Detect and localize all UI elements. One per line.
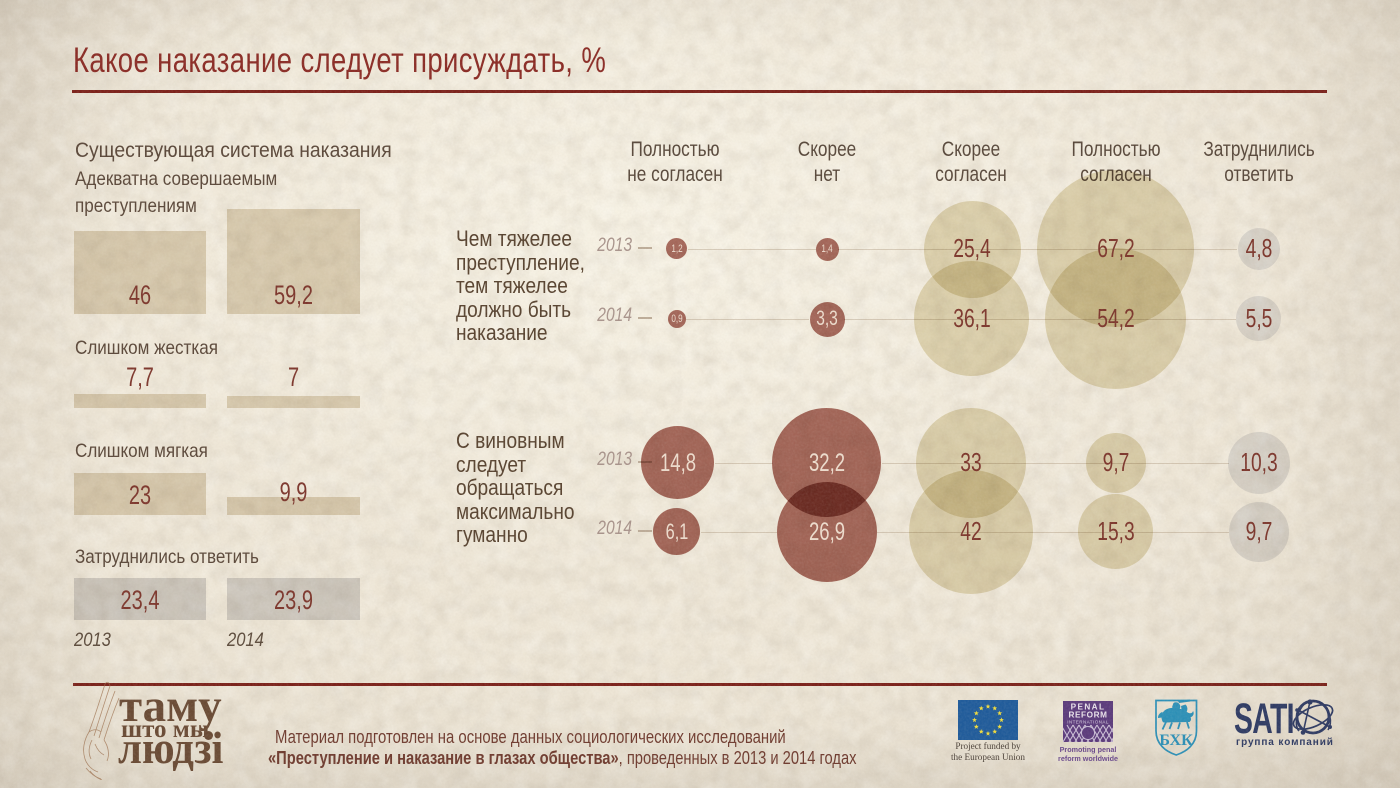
svg-text:reform worldwide: reform worldwide <box>1058 754 1118 763</box>
svg-text:Project funded by: Project funded by <box>955 741 1021 751</box>
svg-text:REFORM: REFORM <box>1068 711 1107 720</box>
svg-text:the European Union: the European Union <box>951 752 1025 762</box>
svg-text:группа компаний: группа компаний <box>1236 737 1334 748</box>
svg-text:Promoting penal: Promoting penal <box>1060 745 1117 754</box>
svg-text:БХК: БХК <box>1159 732 1193 749</box>
svg-text:INTERNATIONAL: INTERNATIONAL <box>1067 720 1109 725</box>
svg-text:SATI: SATI <box>1234 694 1294 742</box>
